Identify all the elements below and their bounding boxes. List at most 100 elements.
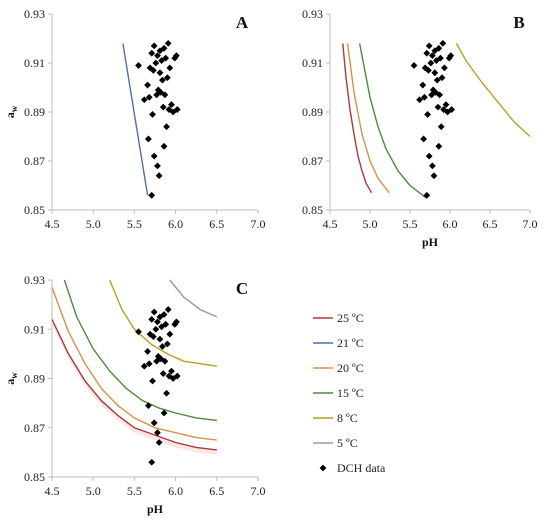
legend-label: 21 ºC xyxy=(337,336,364,350)
panel-letter-b: B xyxy=(513,13,524,32)
x-tick-label: 6.5 xyxy=(483,217,498,231)
y-tick-label: 0.93 xyxy=(302,7,323,21)
data-point xyxy=(149,378,156,385)
data-point xyxy=(148,459,155,466)
series-line-5-C xyxy=(170,280,217,317)
y-axis-label: aw xyxy=(3,372,19,385)
y-tick-label: 0.91 xyxy=(24,56,45,70)
data-point xyxy=(160,370,167,377)
x-axis-label: pH xyxy=(422,235,439,249)
data-point xyxy=(151,419,158,426)
legend-marker xyxy=(320,465,327,472)
chart-panel-c: C 0.850.870.890.910.934.5 5.0 5.5 6.0 6.5 7.0… xyxy=(3,273,266,516)
y-tick-label: 0.89 xyxy=(24,105,45,119)
data-point xyxy=(166,65,173,72)
data-point xyxy=(151,309,158,316)
legend-label: 8 ºC xyxy=(337,411,358,425)
chart-panel-b: B 0.85 0.87 0.89 0.91 0.93 4.5 5.0 5.5 6.0 6.5 7.0… xyxy=(302,7,538,249)
y-axis-label: aw xyxy=(3,105,19,118)
x-tick-label: 5.5 xyxy=(403,217,418,231)
x-tick-label: 7.0 xyxy=(251,217,266,231)
series-line-8-C xyxy=(110,280,217,366)
y-tick-label: 0.91 xyxy=(24,322,45,336)
data-point xyxy=(420,136,427,143)
data-point xyxy=(435,143,442,150)
x-tick-label: 4.5 xyxy=(45,217,60,231)
x-tick-label: 6.0 xyxy=(168,217,183,231)
data-point xyxy=(154,163,161,170)
data-point xyxy=(152,326,159,333)
data-point xyxy=(157,336,164,343)
legend-label: 15 ºC xyxy=(337,386,364,400)
series-line-20-C xyxy=(348,43,390,192)
y-tick-label: 0.85 xyxy=(24,203,45,217)
data-point xyxy=(148,316,155,323)
x-tick-label: 5.5 xyxy=(127,484,142,498)
x-tick-label: 6.0 xyxy=(443,217,458,231)
x-tick-label: 5.0 xyxy=(86,217,101,231)
data-point xyxy=(148,50,155,57)
y-tick-label: 0.87 xyxy=(24,421,45,435)
legend-label: 20 ºC xyxy=(337,361,364,375)
x-tick-label: 7.0 xyxy=(523,217,538,231)
y-tick-label: 0.85 xyxy=(24,470,45,484)
data-point xyxy=(163,123,170,130)
y-tick-label: 0.87 xyxy=(302,154,323,168)
x-tick-label: 5.0 xyxy=(363,217,378,231)
y-tick-label: 0.91 xyxy=(302,56,323,70)
data-point xyxy=(145,402,152,409)
y-tick-label: 0.87 xyxy=(24,154,45,168)
data-point xyxy=(441,65,448,72)
data-point xyxy=(439,40,446,47)
legend-label: DCH data xyxy=(337,461,386,475)
x-tick-label: 6.5 xyxy=(209,217,224,231)
data-point xyxy=(166,331,173,338)
data-point xyxy=(157,69,164,76)
x-tick-label: 7.0 xyxy=(251,484,266,498)
panel-letter-a: A xyxy=(236,13,249,32)
legend-label: 5 ºC xyxy=(337,436,358,450)
data-point xyxy=(423,192,430,199)
series-line-25-C xyxy=(343,43,372,192)
data-point xyxy=(160,104,167,111)
uncertainty-band xyxy=(52,319,217,455)
series-line-8-C xyxy=(456,43,530,136)
x-tick-label: 4.5 xyxy=(323,217,338,231)
x-tick-label: 6.0 xyxy=(168,484,183,498)
data-point xyxy=(144,82,151,89)
data-point xyxy=(424,111,431,118)
data-point xyxy=(135,328,142,335)
data-point xyxy=(426,153,433,160)
data-point xyxy=(438,123,445,130)
data-point xyxy=(151,153,158,160)
series-line-15-C xyxy=(64,280,216,420)
data-point xyxy=(148,192,155,199)
panel-letter-c: C xyxy=(236,279,248,298)
data-point xyxy=(411,62,418,69)
data-point xyxy=(431,69,438,76)
y-tick-label: 0.93 xyxy=(24,7,45,21)
chart-panel-a: A 0.85 0.87 0.89 0.91 0.93 4.5 5.0 5.5 6.0 6.5 7.0… xyxy=(3,7,266,231)
data-point xyxy=(152,60,159,67)
y-tick-label: 0.89 xyxy=(24,372,45,386)
data-point xyxy=(135,62,142,69)
series-line-21-C xyxy=(123,43,148,195)
data-point xyxy=(161,143,168,150)
data-point xyxy=(426,42,433,49)
data-point xyxy=(151,42,158,49)
data-point xyxy=(429,163,436,170)
x-tick-label: 4.5 xyxy=(45,484,60,498)
legend: 25 ºC 21 ºC 20 ºC 15 ºC 8 ºC 5 ºC DCH data xyxy=(313,311,386,475)
data-point xyxy=(165,40,172,47)
x-tick-label: 5.5 xyxy=(127,217,142,231)
legend-label: 25 ºC xyxy=(337,311,364,325)
data-point xyxy=(144,348,151,355)
y-tick-label: 0.85 xyxy=(302,203,323,217)
data-point xyxy=(165,306,172,313)
data-point xyxy=(156,172,163,179)
x-tick-label: 6.5 xyxy=(209,484,224,498)
y-tick-label: 0.89 xyxy=(302,105,323,119)
y-tick-label: 0.93 xyxy=(24,273,45,287)
data-point xyxy=(145,136,152,143)
